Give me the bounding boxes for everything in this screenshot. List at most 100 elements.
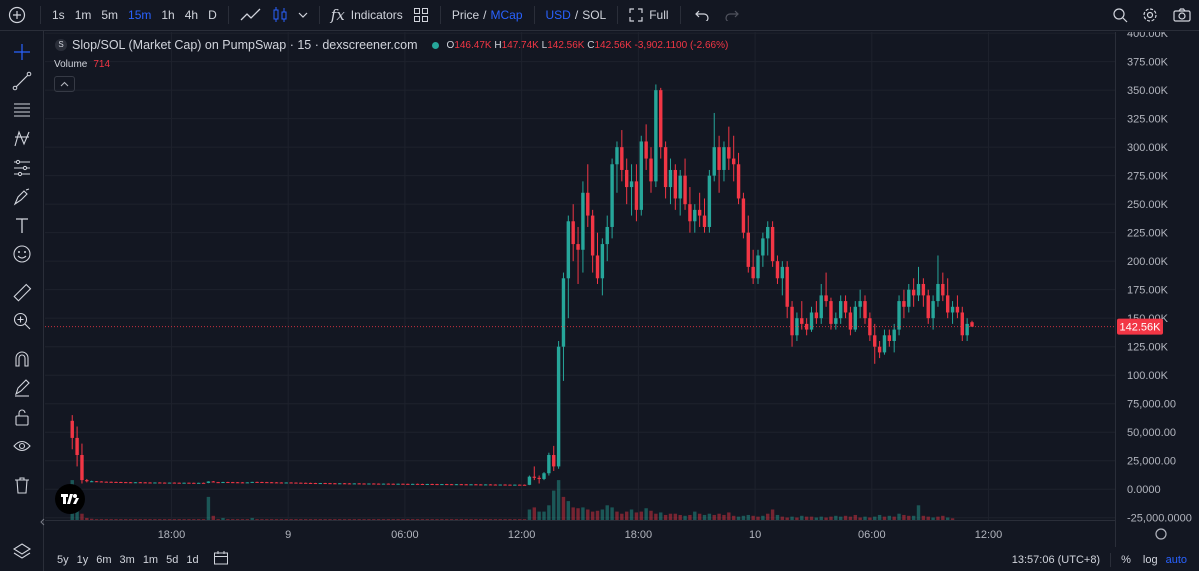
volume-bar	[362, 519, 366, 520]
volume-bar	[124, 519, 128, 520]
percent-toggle[interactable]: %	[1121, 553, 1131, 566]
candle-body	[333, 483, 337, 485]
quick-search-icon[interactable]	[1105, 0, 1135, 31]
add-symbol-icon[interactable]	[0, 0, 34, 31]
usd-sol-toggle[interactable]: USD / SOL	[541, 0, 612, 31]
range-1m[interactable]: 1m	[142, 553, 159, 566]
candle-body	[479, 484, 483, 486]
range-1d[interactable]: 1d	[186, 553, 199, 566]
fullscreen-button[interactable]: Full	[624, 0, 673, 31]
divider	[679, 6, 681, 24]
scale-settings-icon[interactable]	[1155, 528, 1167, 540]
candle-body	[853, 306, 857, 330]
settings-icon[interactable]	[1135, 0, 1165, 31]
layers-icon[interactable]	[10, 539, 34, 563]
candles-icon[interactable]	[267, 0, 293, 31]
volume-bar	[945, 517, 950, 520]
candle-body	[396, 483, 400, 485]
interval-15m[interactable]: 15m	[128, 8, 152, 22]
last-price-label: 142.56K	[1120, 322, 1162, 334]
volume-bar	[941, 515, 945, 520]
interval-4h[interactable]: 4h	[184, 8, 199, 22]
chevron-down-icon[interactable]	[293, 0, 313, 31]
candle-body	[941, 283, 945, 296]
emoji-icon[interactable]	[10, 242, 34, 266]
log-toggle[interactable]: log	[1142, 553, 1158, 566]
magnet-icon[interactable]	[10, 347, 34, 371]
ruler-icon[interactable]	[10, 281, 34, 305]
interval-1h[interactable]: 1h	[161, 8, 175, 22]
candle-body	[376, 483, 381, 485]
candle-body	[109, 481, 113, 483]
price-mcap-toggle[interactable]: Price / MCap	[447, 0, 528, 31]
lock-icon[interactable]	[10, 405, 34, 429]
interval-d[interactable]: D	[208, 8, 217, 22]
text-tool-icon[interactable]	[10, 214, 34, 238]
volume-bar	[211, 515, 215, 520]
volume-bar	[206, 496, 211, 520]
clock-time[interactable]: 13:57:06 (UTC+8)	[1011, 553, 1101, 566]
fx-icon: fx	[330, 6, 345, 24]
range-5d[interactable]: 5d	[166, 553, 179, 566]
range-1y[interactable]: 1y	[76, 553, 89, 566]
eye-icon[interactable]	[10, 434, 34, 458]
zoom-in-icon[interactable]	[10, 309, 34, 333]
candle-body	[770, 226, 775, 262]
candle-body	[639, 141, 643, 210]
volume-bar	[240, 519, 245, 520]
candle-body	[727, 147, 731, 159]
candle-body	[892, 329, 896, 341]
range-3m[interactable]: 3m	[119, 553, 135, 566]
candle-body	[274, 482, 279, 484]
interval-1m[interactable]: 1m	[74, 8, 92, 22]
volume-bar	[449, 519, 454, 520]
price-chart[interactable]: 400.00K 375.00K 350.00K 325.00K 300.00K 275.0…	[45, 32, 1199, 547]
candle-body	[216, 482, 220, 484]
auto-toggle[interactable]: auto	[1165, 553, 1187, 566]
volume-bar	[600, 509, 605, 520]
range-5y[interactable]: 5y	[57, 553, 69, 566]
fib-tools-icon[interactable]	[10, 156, 34, 180]
camera-icon[interactable]	[1165, 0, 1199, 31]
horizontal-lines-icon[interactable]	[10, 98, 34, 122]
trash-icon[interactable]	[10, 473, 34, 497]
candle-body	[814, 312, 819, 319]
volume-bar	[868, 517, 872, 520]
date-range-icon[interactable]	[209, 550, 233, 569]
volume-bar	[552, 490, 556, 520]
volume-bar	[133, 519, 138, 520]
chart-legend: S Slop/SOL (Market Cap) on PumpSwap · 15…	[55, 38, 728, 52]
brush-icon[interactable]	[10, 185, 34, 209]
slash: /	[483, 8, 487, 22]
trend-line-icon[interactable]	[10, 69, 34, 93]
candle-body	[323, 483, 327, 485]
candle-body	[829, 301, 833, 324]
interval-5m[interactable]: 5m	[101, 8, 119, 22]
sidebar-collapse-handle[interactable]	[38, 514, 46, 530]
crosshair-icon[interactable]	[10, 40, 34, 64]
candle-body	[950, 306, 955, 313]
candle-body	[425, 483, 429, 485]
candle-body	[552, 455, 556, 467]
range-6m[interactable]: 6m	[96, 553, 112, 566]
stay-drawing-icon[interactable]	[10, 376, 34, 400]
collapse-legend-button[interactable]	[54, 76, 75, 92]
volume-bar	[590, 511, 595, 520]
candle-body	[688, 204, 692, 222]
line-chart-icon[interactable]	[235, 0, 267, 31]
redo-icon[interactable]	[717, 0, 747, 31]
tradingview-logo[interactable]	[55, 484, 85, 514]
pattern-icon[interactable]	[10, 127, 34, 151]
volume-bar	[770, 509, 775, 520]
x-tick-label: 12:00	[975, 529, 1003, 541]
volume-label: Volume	[54, 59, 88, 70]
templates-icon[interactable]	[408, 0, 434, 31]
candle-body	[143, 482, 147, 484]
undo-icon[interactable]	[687, 0, 717, 31]
volume-bar	[445, 519, 449, 520]
candle-body	[347, 483, 352, 485]
candle-body	[556, 346, 561, 467]
indicators-button[interactable]: fx Indicators	[326, 0, 408, 31]
interval-1s[interactable]: 1s	[52, 8, 65, 22]
candle-body	[800, 318, 804, 324]
